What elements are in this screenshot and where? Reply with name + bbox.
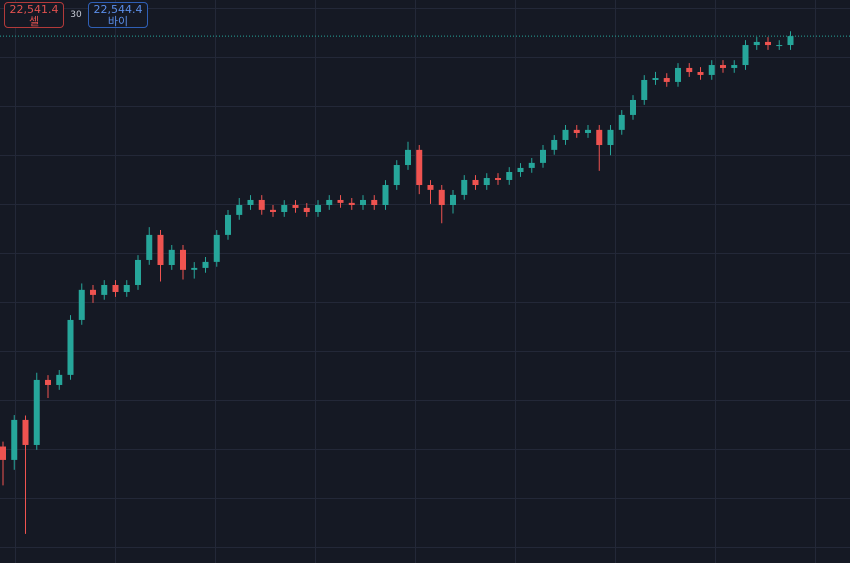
candle-body [191, 267, 198, 270]
candle-body [765, 41, 771, 46]
buy-price: 22,544.4 [93, 3, 143, 16]
candle-body [78, 289, 85, 320]
candle-body [281, 205, 288, 212]
candle-body [495, 178, 501, 180]
candle-body [607, 129, 614, 146]
candle-body [416, 149, 423, 186]
candle-body [22, 419, 29, 445]
candle-body [292, 205, 299, 208]
candle-body [461, 179, 468, 195]
candle-body [0, 446, 6, 460]
candle-body [315, 205, 321, 212]
candle-body [393, 165, 400, 186]
candle-body [405, 149, 411, 166]
candle-body [720, 65, 726, 68]
candle-body [326, 199, 333, 206]
sell-button[interactable]: 22,541.4 셀 [4, 2, 64, 28]
candle-body [731, 65, 738, 68]
candle-body [303, 207, 310, 212]
candle-body [618, 114, 625, 130]
candle-body [472, 179, 479, 186]
candle-body [652, 78, 659, 80]
candle-body [202, 261, 209, 268]
candle-body [371, 199, 378, 206]
candle-body [697, 72, 704, 75]
candle-body [146, 234, 153, 260]
candle-body [45, 379, 51, 385]
candle-body [337, 199, 344, 203]
candle-body [753, 41, 760, 46]
candle-body [540, 149, 546, 163]
candle-body [157, 234, 164, 265]
candle-body [506, 172, 513, 180]
candle-body [225, 214, 231, 235]
candle-body [708, 65, 715, 75]
candle-body [213, 234, 220, 262]
candle-body [562, 129, 569, 140]
candle-body [382, 185, 389, 206]
candle-body [675, 67, 681, 82]
candle-body [236, 205, 243, 215]
candle-body [247, 199, 254, 206]
candle-body [270, 209, 276, 212]
candle-body [360, 199, 366, 206]
candle-body [101, 284, 108, 295]
candle-body [180, 249, 186, 270]
candle-body [483, 178, 490, 186]
buy-button[interactable]: 22,544.4 바이 [88, 2, 148, 28]
candle-body [517, 167, 524, 173]
candle-body [686, 67, 693, 73]
candle-body [450, 194, 456, 206]
candle-body [90, 289, 96, 295]
candle-body [596, 129, 603, 146]
candle-body [348, 202, 355, 206]
candle-body [585, 129, 591, 133]
spread: 30 [70, 10, 82, 20]
candle-body [438, 189, 445, 206]
candle-body [123, 284, 130, 292]
candle-body [776, 45, 783, 47]
candle-body [11, 419, 18, 460]
candle-body [135, 259, 141, 285]
candle-body [641, 79, 648, 100]
sell-price: 22,541.4 [9, 3, 59, 16]
candle-body [427, 185, 434, 190]
candle-body [630, 99, 636, 115]
candle-body [528, 162, 535, 168]
candle-body [258, 199, 265, 210]
sell-label: 셀 [28, 15, 40, 28]
candle-body [742, 45, 749, 66]
candle-body [33, 379, 40, 445]
candle-body [112, 284, 119, 292]
candle-body [573, 129, 580, 133]
candle-body [663, 78, 670, 82]
candle-body [551, 139, 558, 150]
candle-body [56, 374, 63, 385]
buy-label: 바이 [107, 15, 129, 28]
candle-body [787, 36, 794, 46]
candle-body [168, 249, 175, 265]
candle-body [67, 319, 74, 375]
